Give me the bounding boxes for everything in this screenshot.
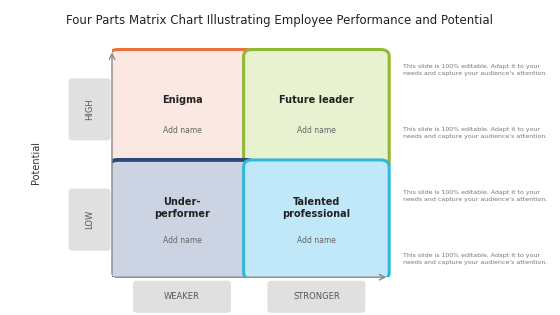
FancyBboxPatch shape xyxy=(133,281,231,313)
FancyBboxPatch shape xyxy=(109,49,255,169)
Text: This slide is 100% editable. Adapt it to your
needs and capture your audience's : This slide is 100% editable. Adapt it to… xyxy=(403,64,548,76)
Text: HIGH: HIGH xyxy=(85,99,94,120)
Text: This slide is 100% editable. Adapt it to your
needs and capture your audience's : This slide is 100% editable. Adapt it to… xyxy=(403,190,548,202)
FancyBboxPatch shape xyxy=(68,78,110,140)
FancyBboxPatch shape xyxy=(244,160,389,279)
Text: Add name: Add name xyxy=(162,236,202,245)
FancyBboxPatch shape xyxy=(244,49,389,169)
Text: Enigma: Enigma xyxy=(162,95,202,105)
Text: Potential: Potential xyxy=(31,141,41,184)
Text: Talented
professional: Talented professional xyxy=(282,198,351,219)
Text: Future leader: Future leader xyxy=(279,95,354,105)
Text: Under-
performer: Under- performer xyxy=(154,198,210,219)
Text: LOW: LOW xyxy=(85,210,94,229)
Text: Add name: Add name xyxy=(297,236,336,245)
Text: STRONGER: STRONGER xyxy=(293,292,340,301)
Text: Add name: Add name xyxy=(297,126,336,135)
FancyBboxPatch shape xyxy=(109,160,255,279)
Text: WEAKER: WEAKER xyxy=(164,292,200,301)
Text: Add name: Add name xyxy=(162,126,202,135)
Text: This slide is 100% editable. Adapt it to your
needs and capture your audience's : This slide is 100% editable. Adapt it to… xyxy=(403,254,548,265)
FancyBboxPatch shape xyxy=(267,281,365,313)
FancyBboxPatch shape xyxy=(68,189,110,251)
Text: This slide is 100% editable. Adapt it to your
needs and capture your audience's : This slide is 100% editable. Adapt it to… xyxy=(403,127,548,139)
Text: Four Parts Matrix Chart Illustrating Employee Performance and Potential: Four Parts Matrix Chart Illustrating Emp… xyxy=(67,14,493,27)
